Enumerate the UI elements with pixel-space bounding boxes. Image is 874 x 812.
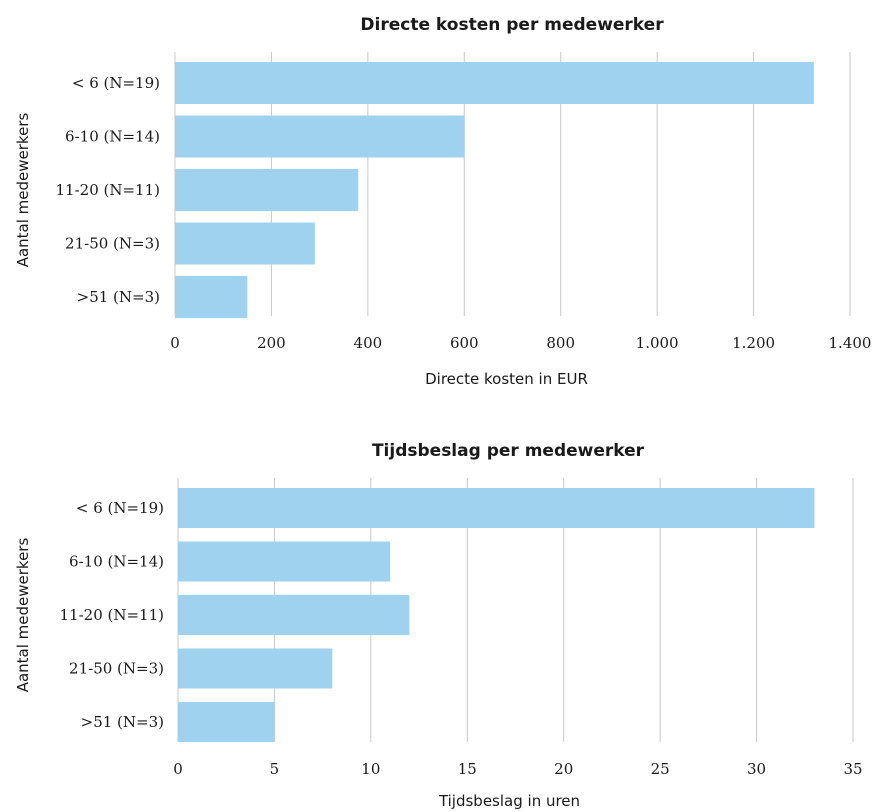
- x-tick-label: 200: [257, 334, 286, 352]
- category-label: >51 (N=3): [81, 713, 164, 731]
- x-tick-label: 1.000: [636, 334, 679, 352]
- category-label: 6-10 (N=14): [69, 553, 164, 571]
- bar: [175, 276, 248, 318]
- category-label: 11-20 (N=11): [56, 181, 161, 199]
- x-tick-label: 0: [173, 760, 183, 778]
- bar: [175, 222, 315, 265]
- x-tick-label: 25: [651, 760, 670, 778]
- chart-title: Tijdsbeslag per medewerker: [372, 441, 645, 461]
- bar: [175, 115, 465, 158]
- bar: [175, 169, 359, 211]
- bar: [178, 595, 410, 635]
- x-tick-label: 30: [747, 760, 766, 778]
- bar: [178, 702, 275, 742]
- x-tick-label: 800: [546, 334, 575, 352]
- bar: [178, 541, 391, 582]
- x-tick-label: 400: [354, 334, 383, 352]
- chart-title: Directe kosten per medewerker: [360, 15, 664, 35]
- category-label: < 6 (N=19): [76, 499, 164, 517]
- bar: [175, 62, 814, 104]
- x-tick-label: 20: [554, 760, 573, 778]
- x-tick-label: 15: [458, 760, 477, 778]
- bar: [178, 648, 333, 689]
- x-tick-label: 5: [270, 760, 280, 778]
- category-label: 21-50 (N=3): [69, 660, 164, 678]
- chart-2: < 6 (N=19) 6-10 (N=14) 11-20 (N=11) 21-50 (…: [14, 441, 863, 810]
- y-axis-label: Aantal medewerkers: [14, 113, 32, 268]
- chart-1: < 6 (N=19) 6-10 (N=14) 11-20 (N=11) 21-50 (…: [14, 15, 871, 388]
- x-tick-label: 1.400: [829, 334, 872, 352]
- x-tick-label: 10: [361, 760, 380, 778]
- x-tick-label: 35: [843, 760, 862, 778]
- x-axis-label: Directe kosten in EUR: [425, 370, 588, 388]
- x-tick-label: 0: [170, 334, 180, 352]
- category-label: 6-10 (N=14): [65, 128, 160, 146]
- category-label: 11-20 (N=11): [60, 606, 165, 624]
- category-label: 21-50 (N=3): [65, 235, 160, 253]
- x-tick-label: 1.200: [732, 334, 775, 352]
- category-label: >51 (N=3): [77, 288, 160, 306]
- category-label: < 6 (N=19): [72, 74, 160, 92]
- x-tick-label: 600: [450, 334, 479, 352]
- x-axis-label: Tijdsbeslag in uren: [438, 792, 580, 810]
- bar: [178, 488, 815, 528]
- y-axis-label: Aantal medewerkers: [14, 538, 32, 693]
